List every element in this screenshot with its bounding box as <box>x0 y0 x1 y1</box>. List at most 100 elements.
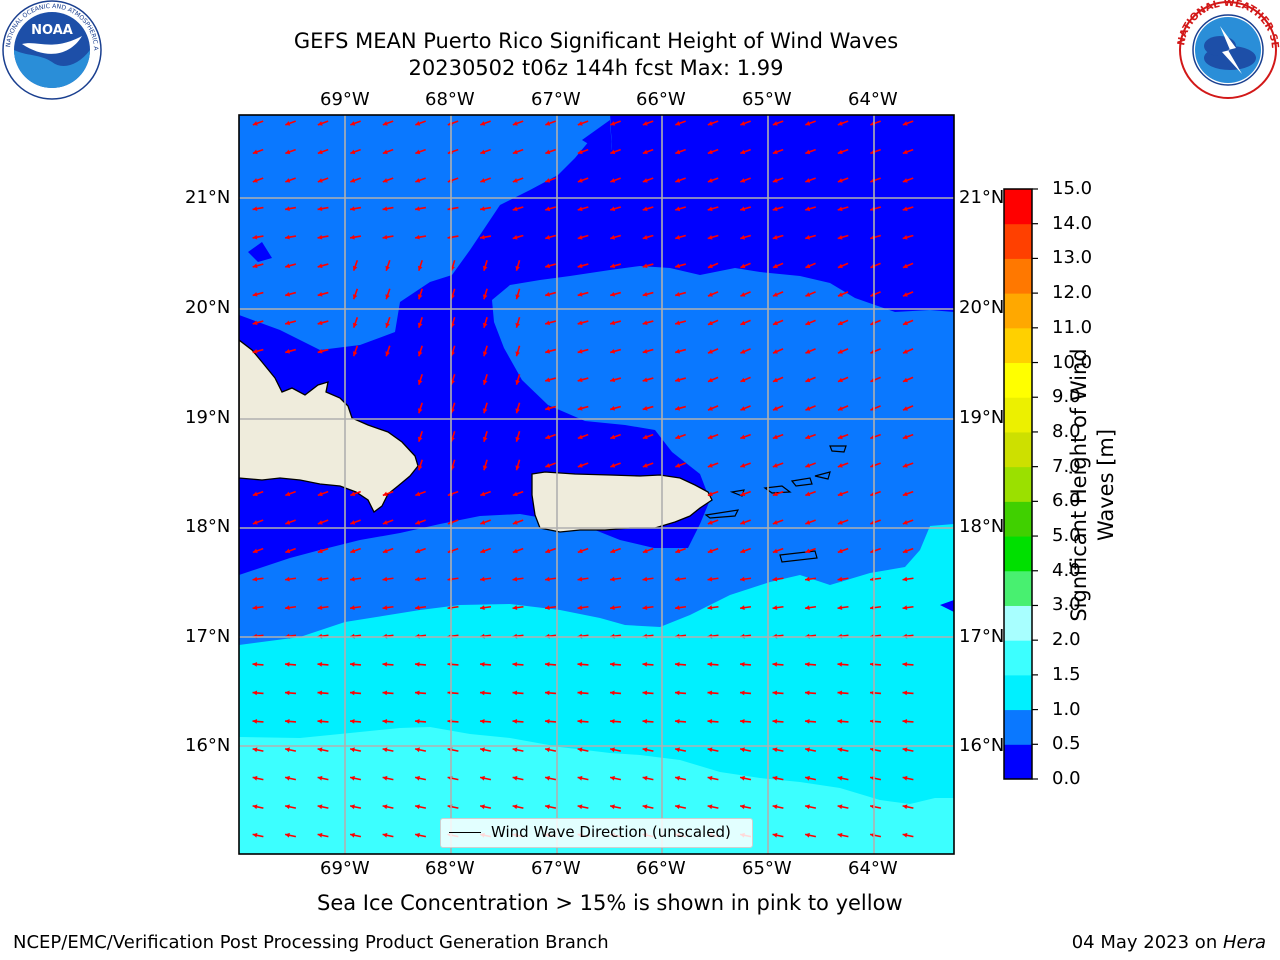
colorbar-label-line1: Significant Height of Wind <box>1067 348 1091 622</box>
wave-direction-arrowhead <box>675 405 681 411</box>
wave-direction-arrowhead <box>415 548 421 554</box>
wave-direction-arrowhead <box>252 263 258 269</box>
wave-direction-arrowhead <box>740 605 745 611</box>
wave-direction-arrowhead <box>837 121 843 126</box>
wave-direction-arrowhead <box>740 349 746 354</box>
lon-label-top: 69°W <box>320 89 370 110</box>
wave-direction-arrowhead <box>512 690 518 696</box>
wave-direction-arrowhead <box>610 348 616 354</box>
wave-direction-arrowhead <box>610 548 616 554</box>
wave-direction-arrowhead <box>545 263 551 269</box>
wave-direction-arrowhead <box>317 178 323 183</box>
colorbar-tick-label: 14.0 <box>1052 212 1093 234</box>
wave-direction-arrowhead <box>642 719 648 724</box>
wave-direction-arrowhead <box>902 775 908 781</box>
wave-direction-arrowhead <box>772 804 778 810</box>
wave-direction-arrowhead <box>610 576 615 582</box>
wave-direction-arrowhead <box>642 576 648 582</box>
colorbar-swatch <box>1004 744 1032 780</box>
wave-direction-arrowhead <box>642 690 648 696</box>
wave-direction-arrowhead <box>707 377 713 383</box>
wave-direction-arrowhead <box>675 576 680 582</box>
map-title: GEFS MEAN Puerto Rico Significant Height… <box>293 29 899 53</box>
wave-direction-arrowhead <box>317 832 323 838</box>
wave-direction-arrowhead <box>642 434 648 440</box>
lat-lon-grid <box>239 115 954 854</box>
wave-direction-arrowhead <box>515 351 520 357</box>
wave-direction-arrowhead <box>317 206 323 212</box>
wave-direction-arrowhead <box>837 377 843 383</box>
colorbar-label-line2: Waves [m] <box>1094 428 1118 542</box>
wave-direction-arrowhead <box>512 491 518 497</box>
wave-direction-arrowhead <box>482 351 488 357</box>
wave-direction-arrowhead <box>805 434 811 440</box>
wave-direction-arrowhead <box>740 520 746 525</box>
wave-direction-arrowhead <box>902 719 908 724</box>
wave-direction-arrowhead <box>772 463 778 468</box>
wave-direction-arrowhead <box>252 804 258 810</box>
wave-direction-arrowhead <box>772 832 778 838</box>
wave-direction-arrowhead <box>577 178 583 183</box>
wave-direction-arrowhead <box>252 121 258 126</box>
wave-direction-arrowhead <box>385 322 390 328</box>
wave-direction-arrowhead <box>837 149 843 155</box>
wave-direction-arrowhead <box>480 662 485 667</box>
wave-direction-arrowhead <box>805 605 810 611</box>
wave-direction-arrowhead <box>577 121 583 126</box>
wave-direction-arrowhead <box>707 491 713 497</box>
wave-direction-arrowhead <box>610 775 615 781</box>
colorbar-tick-label: 2.0 <box>1052 629 1081 651</box>
wave-direction-arrowhead <box>805 406 811 411</box>
wave-direction-arrowhead <box>577 804 583 810</box>
wave-direction-arrowhead <box>350 548 356 554</box>
wave-direction-arrowhead <box>545 548 551 554</box>
lon-label-top: 64°W <box>848 89 898 110</box>
wave-direction-arrowhead <box>415 206 420 212</box>
wave-direction-arrowhead <box>805 349 811 354</box>
wave-direction-arrowhead <box>512 719 518 724</box>
wind-wave-direction-arrows <box>252 120 914 838</box>
wave-direction-arrowhead <box>805 149 811 155</box>
wave-direction-arrowhead <box>902 320 908 326</box>
wave-direction-arrowhead <box>902 377 908 383</box>
wave-direction-arrowhead <box>545 149 551 155</box>
wave-direction-arrowhead <box>675 719 680 724</box>
wave-direction-arrowhead <box>545 121 551 126</box>
wave-direction-arrowhead <box>317 719 323 724</box>
wave-direction-arrowhead <box>482 408 488 414</box>
footer-date: 04 May 2023 on Hera <box>1072 932 1266 953</box>
wave-direction-arrowhead <box>707 149 713 155</box>
wave-direction-arrowhead <box>480 690 485 696</box>
wave-direction-arrowhead <box>675 320 681 326</box>
colorbar-swatch <box>1004 536 1032 572</box>
wave-direction-arrowhead <box>707 804 713 810</box>
colorbar-swatch <box>1004 466 1032 502</box>
wave-direction-arrowhead <box>512 662 518 667</box>
wave-direction-arrowhead <box>482 379 488 385</box>
wave-direction-arrowhead <box>415 719 420 724</box>
wave-direction-arrowhead <box>805 804 810 810</box>
wave-direction-arrowhead <box>577 775 583 781</box>
wave-direction-arrowhead <box>545 178 551 183</box>
wave-direction-arrowhead <box>382 206 388 212</box>
wave-band-0.5-1.0-north2 <box>315 115 335 120</box>
wave-direction-arrowhead <box>482 436 488 442</box>
wave-direction-arrowhead <box>512 576 518 582</box>
wave-direction-arrowhead <box>772 121 778 126</box>
colorbar <box>1003 188 1038 780</box>
wave-direction-arrowhead <box>285 832 290 838</box>
wave-direction-arrowhead <box>577 348 583 354</box>
wave-direction-arrowhead <box>285 576 290 582</box>
lon-label-bottom: 68°W <box>425 858 475 879</box>
wave-direction-arrowhead <box>805 235 811 240</box>
wave-direction-arrowhead <box>577 719 583 724</box>
wave-direction-arrowhead <box>837 434 843 440</box>
wave-band-1.5-2.0 <box>239 727 954 854</box>
wave-direction-arrowhead <box>642 348 648 354</box>
wave-direction-arrowhead <box>610 178 616 183</box>
wave-direction-arrowhead <box>837 206 843 212</box>
wave-direction-arrowhead <box>707 406 713 411</box>
wave-direction-arrowhead <box>417 408 423 414</box>
wave-direction-arrowhead <box>902 263 908 269</box>
lat-label-left: 18°N <box>185 516 231 537</box>
